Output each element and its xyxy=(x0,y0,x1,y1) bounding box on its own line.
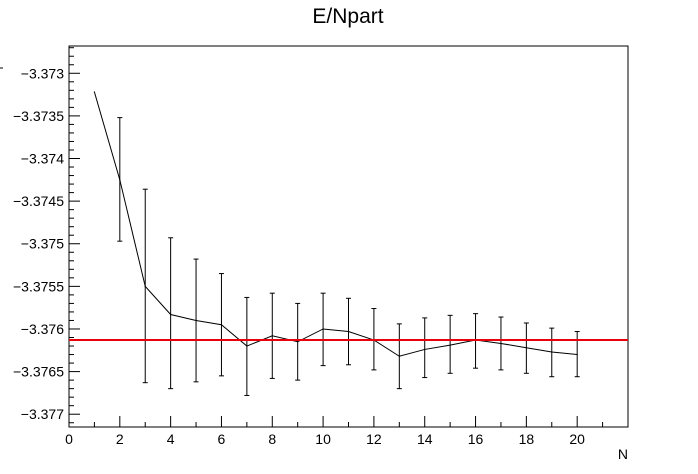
data-point xyxy=(170,313,172,316)
data-point xyxy=(322,328,324,330)
data-point xyxy=(271,335,273,337)
y-axis-tick-labels: −3.373 −3.3735 −3.374 −3.3745 −3.375 −3.3755 −… xyxy=(13,65,64,422)
x-tick-label: 10 xyxy=(315,431,331,447)
x-tick-label: 14 xyxy=(417,431,433,447)
y-tick-label: −3.3735 xyxy=(13,108,64,124)
y-tick-label: −3.376 xyxy=(21,321,64,337)
series-line xyxy=(93,91,578,357)
error-bar xyxy=(422,317,428,379)
chart-title: E/Npart xyxy=(312,5,383,28)
y-tick-label: −3.3765 xyxy=(13,364,64,380)
error-bar xyxy=(447,314,453,374)
y-tick-label: −3.374 xyxy=(21,151,64,167)
x-axis-ticks xyxy=(68,416,629,427)
data-point xyxy=(246,345,248,347)
x-axis-tick-labels: 0 2 4 6 8 10 12 14 16 18 20 xyxy=(65,431,585,447)
data-point xyxy=(500,342,502,345)
x-tick-label: 20 xyxy=(569,431,585,447)
x-tick-label: 12 xyxy=(366,431,382,447)
x-tick-label: 16 xyxy=(468,431,484,447)
error-bar xyxy=(168,237,174,390)
data-point xyxy=(195,319,197,322)
y-tick-label: −3.3745 xyxy=(13,193,64,209)
plot-frame xyxy=(68,45,629,428)
y-axis-ticks xyxy=(69,47,80,424)
y-tick-label: −3.377 xyxy=(21,406,64,422)
data-point xyxy=(525,347,527,349)
data-point xyxy=(93,91,96,93)
data-point xyxy=(220,324,223,326)
x-tick-label: 2 xyxy=(116,431,124,447)
plot-marks xyxy=(69,91,628,396)
data-point xyxy=(449,344,451,346)
data-point xyxy=(398,355,400,357)
y-tick-label: −3.3755 xyxy=(13,278,64,294)
x-axis-label: N xyxy=(618,446,628,462)
data-point xyxy=(347,330,350,333)
data-point xyxy=(119,179,121,181)
x-tick-label: 18 xyxy=(519,431,535,447)
data-point xyxy=(144,285,146,287)
x-tick-label: 4 xyxy=(167,431,175,447)
data-point xyxy=(576,353,578,356)
y-tick-label: −3.373 xyxy=(21,65,64,81)
y-tick-label: −3.375 xyxy=(21,236,64,252)
x-tick-label: 0 xyxy=(65,431,73,447)
data-point xyxy=(424,348,426,351)
x-tick-label: 6 xyxy=(218,431,226,447)
x-tick-label: 8 xyxy=(268,431,276,447)
data-point xyxy=(297,341,299,343)
data-point xyxy=(551,351,553,353)
